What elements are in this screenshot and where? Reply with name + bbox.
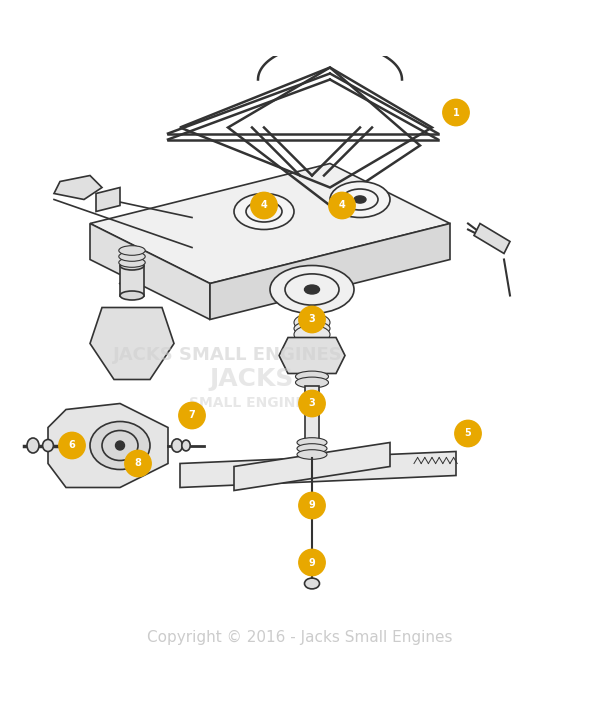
Ellipse shape (305, 578, 320, 589)
Polygon shape (90, 223, 210, 319)
Ellipse shape (296, 377, 329, 388)
Polygon shape (90, 307, 174, 380)
Text: JACKS SMALL ENGINES: JACKS SMALL ENGINES (113, 346, 343, 365)
Ellipse shape (43, 439, 53, 451)
Text: 1: 1 (452, 107, 460, 117)
Polygon shape (120, 265, 144, 296)
Text: 3: 3 (308, 314, 316, 324)
Text: 7: 7 (188, 410, 196, 420)
Ellipse shape (296, 371, 329, 382)
Polygon shape (54, 176, 102, 200)
Circle shape (299, 492, 325, 519)
Text: 9: 9 (308, 557, 316, 567)
Ellipse shape (330, 181, 390, 218)
Ellipse shape (120, 291, 144, 300)
Ellipse shape (297, 438, 327, 447)
Ellipse shape (120, 261, 144, 270)
Text: JACKS: JACKS (210, 368, 294, 392)
Polygon shape (279, 338, 345, 373)
Polygon shape (234, 442, 390, 491)
Circle shape (329, 192, 355, 219)
Polygon shape (180, 451, 456, 488)
Text: Copyright © 2016 - Jacks Small Engines: Copyright © 2016 - Jacks Small Engines (147, 630, 453, 645)
Circle shape (179, 402, 205, 429)
Polygon shape (48, 404, 168, 488)
FancyBboxPatch shape (305, 385, 319, 439)
Ellipse shape (354, 196, 366, 203)
Circle shape (125, 450, 151, 476)
Ellipse shape (270, 265, 354, 314)
Ellipse shape (182, 440, 190, 451)
Ellipse shape (305, 285, 320, 294)
Text: 5: 5 (464, 429, 472, 439)
Text: 8: 8 (134, 459, 142, 469)
Ellipse shape (258, 208, 270, 215)
Text: 9: 9 (308, 501, 316, 510)
Text: 6: 6 (68, 441, 76, 451)
Polygon shape (474, 223, 510, 254)
Circle shape (455, 420, 481, 447)
Ellipse shape (119, 246, 145, 255)
Text: 3: 3 (308, 398, 316, 409)
Text: SMALL ENGINES: SMALL ENGINES (189, 397, 315, 410)
Ellipse shape (294, 321, 330, 336)
Ellipse shape (234, 193, 294, 230)
Ellipse shape (294, 326, 330, 343)
Circle shape (59, 432, 85, 459)
Ellipse shape (297, 444, 327, 454)
Circle shape (299, 390, 325, 417)
Ellipse shape (297, 449, 327, 459)
Circle shape (299, 306, 325, 333)
Polygon shape (210, 223, 450, 319)
Ellipse shape (119, 257, 145, 267)
Ellipse shape (90, 422, 150, 469)
Polygon shape (96, 188, 120, 211)
Polygon shape (90, 164, 450, 284)
Circle shape (443, 100, 469, 126)
Ellipse shape (115, 441, 125, 450)
Text: 4: 4 (260, 201, 268, 210)
Ellipse shape (172, 439, 182, 452)
Ellipse shape (27, 438, 39, 453)
Ellipse shape (294, 314, 330, 331)
Circle shape (251, 192, 277, 219)
Circle shape (299, 550, 325, 576)
Text: 4: 4 (338, 201, 346, 210)
Ellipse shape (119, 252, 145, 262)
